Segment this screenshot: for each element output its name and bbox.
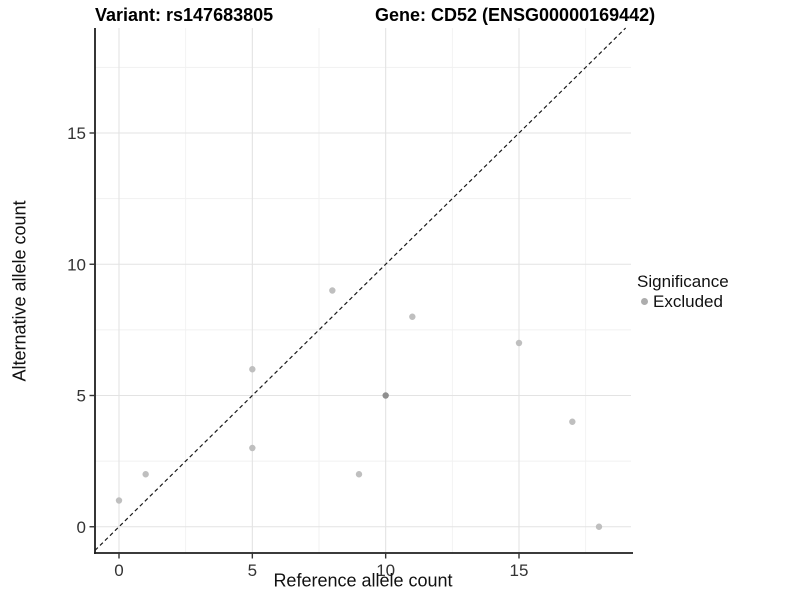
y-tick-label: 0 bbox=[77, 518, 86, 537]
y-tick-label: 5 bbox=[77, 387, 86, 406]
plot-title-variant: Variant: rs147683805 bbox=[95, 5, 274, 25]
data-point bbox=[382, 392, 389, 399]
x-tick-label: 5 bbox=[248, 561, 257, 580]
data-point bbox=[142, 471, 149, 478]
plot-title-gene: Gene: CD52 (ENSG00000169442) bbox=[375, 5, 656, 25]
legend-point-icon bbox=[641, 298, 648, 305]
data-point bbox=[115, 497, 123, 504]
data-point bbox=[569, 418, 576, 425]
data-point bbox=[409, 313, 416, 320]
x-tick-label: 10 bbox=[376, 561, 395, 580]
data-point bbox=[355, 471, 363, 478]
data-point bbox=[515, 339, 523, 347]
y-tick-label: 15 bbox=[67, 124, 86, 143]
legend-item-excluded: Excluded bbox=[637, 293, 729, 310]
x-tick-label: 15 bbox=[510, 561, 529, 580]
legend-title: Significance bbox=[637, 272, 729, 291]
data-point bbox=[595, 523, 603, 530]
x-tick-label: 0 bbox=[114, 561, 123, 580]
y-axis-title: Alternative allele count bbox=[9, 200, 30, 382]
data-point bbox=[249, 444, 256, 452]
legend: Significance Excluded bbox=[637, 272, 729, 310]
data-point bbox=[329, 287, 336, 294]
identity-dashed-line bbox=[94, 27, 627, 551]
data-point bbox=[249, 366, 256, 373]
y-tick-label: 10 bbox=[67, 255, 86, 274]
x-axis-title: Reference allele count bbox=[273, 570, 453, 591]
legend-item-label: Excluded bbox=[653, 292, 723, 311]
